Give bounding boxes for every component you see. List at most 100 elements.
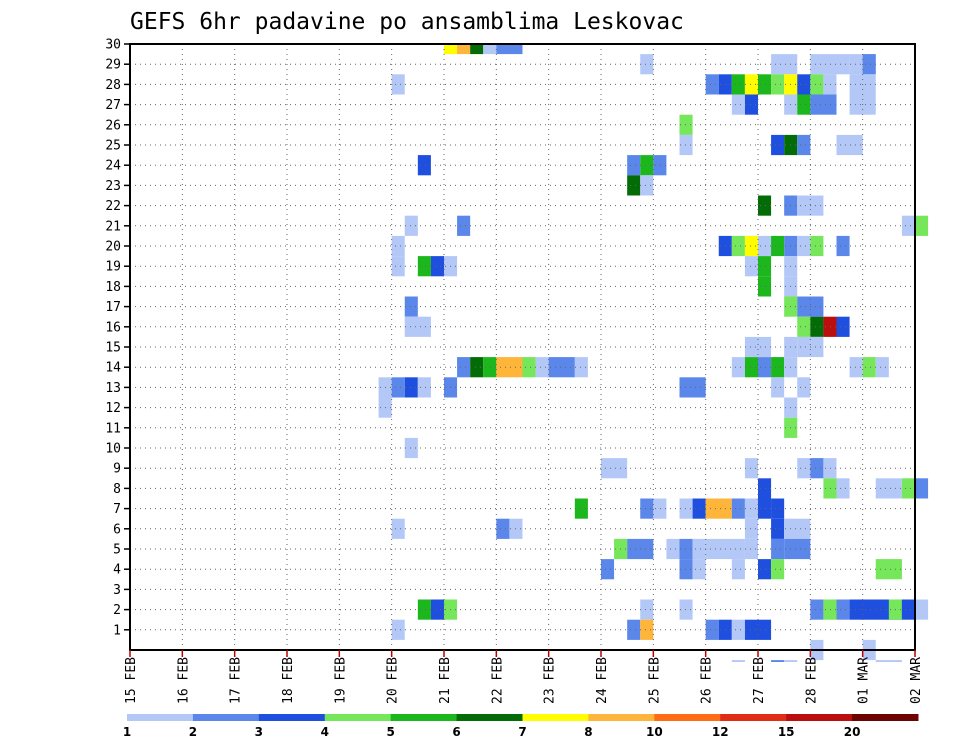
precip-cell (679, 599, 693, 620)
precip-cell (771, 134, 785, 156)
x-tick-label: 23 FEB (543, 657, 558, 704)
precip-cell (758, 256, 772, 277)
colorbar-label: 5 (386, 725, 394, 739)
precip-cell (457, 44, 471, 55)
precip-cell (679, 377, 706, 398)
y-tick-label: 25 (105, 139, 121, 154)
y-tick-label: 1 (113, 623, 121, 638)
y-tick-label: 26 (105, 118, 121, 133)
precip-cell (862, 357, 876, 378)
precip-cell (470, 357, 484, 378)
precip-cell (758, 357, 772, 378)
y-tick-label: 30 (105, 38, 121, 53)
precip-cell (444, 44, 458, 55)
colorbar-label: 8 (584, 725, 592, 739)
y-tick-label: 14 (105, 361, 121, 376)
precip-cell (404, 437, 418, 459)
precip-cell (810, 94, 837, 115)
precip-cell (771, 235, 785, 257)
precip-cell (758, 478, 772, 499)
precip-cell (731, 660, 745, 662)
precip-cell (391, 235, 405, 257)
precip-cell (810, 458, 824, 479)
precip-cell (823, 316, 837, 337)
precip-cell (640, 54, 654, 75)
precip-cell (784, 660, 798, 662)
y-tick-label: 13 (105, 381, 121, 396)
precip-cell (901, 478, 915, 499)
y-tick-label: 11 (105, 421, 121, 436)
precip-cell (731, 559, 745, 580)
precip-cell (692, 559, 706, 580)
precip-cell (744, 357, 758, 378)
precip-cell (391, 74, 405, 95)
colorbar-swatch (324, 714, 392, 721)
precip-cell (797, 316, 811, 337)
y-tick-label: 15 (105, 341, 121, 356)
y-tick-label: 9 (113, 462, 121, 477)
colorbar-label: 12 (712, 725, 729, 739)
precip-cell (640, 498, 654, 519)
precip-cell (574, 357, 588, 378)
precip-cell (836, 316, 850, 337)
precip-cell (797, 458, 811, 479)
precip-cell (548, 357, 575, 378)
y-tick-label: 7 (113, 502, 121, 517)
precip-cell (679, 559, 693, 580)
x-tick-label: 26 FEB (700, 657, 715, 704)
precip-cell (653, 498, 667, 519)
precip-cell (457, 357, 471, 378)
precip-cell (823, 74, 837, 95)
precip-cell (836, 235, 850, 257)
x-tick-label: 19 FEB (333, 657, 348, 704)
y-tick-label: 16 (105, 320, 121, 335)
precip-cell (862, 54, 876, 75)
y-tick-label: 18 (105, 280, 121, 295)
x-tick-label: 22 FEB (490, 657, 505, 704)
precip-cell (784, 538, 811, 560)
precip-cell (731, 357, 745, 378)
y-tick-label: 12 (105, 401, 121, 416)
colorbar-label: 15 (778, 725, 795, 739)
precip-cell (391, 256, 405, 277)
precip-cell (535, 357, 549, 378)
precip-cell (744, 498, 758, 519)
precip-cell (875, 357, 889, 378)
precip-cell (404, 316, 431, 337)
precip-cell (483, 357, 497, 378)
precip-cell (731, 619, 745, 640)
precip-cell (705, 619, 719, 640)
colorbar-swatch (258, 714, 326, 721)
precip-cell (391, 619, 405, 640)
precip-cell (915, 478, 929, 499)
precip-cell (758, 559, 772, 580)
colorbar-swatch (588, 714, 655, 721)
precip-cell (810, 316, 824, 337)
x-tick-label: 02 MAR (909, 657, 924, 704)
x-axis: 15 FEB 16 FEB 17 FEB 18 FEB 19 FEB 20 FEB 21 F… (124, 650, 924, 704)
colorbar-swatch (786, 714, 853, 721)
precip-cell (875, 559, 902, 580)
precip-cell (404, 296, 418, 317)
precip-cell (836, 599, 850, 620)
colorbar-swatch (192, 714, 260, 721)
precip-cell (771, 538, 785, 560)
y-tick-label: 23 (105, 179, 121, 194)
precip-cell (679, 498, 693, 519)
precip-cell (627, 175, 641, 196)
precip-cell (849, 357, 863, 378)
colorbar-label: 20 (844, 725, 861, 739)
x-tick-label: 18 FEB (281, 657, 296, 704)
precip-cell (823, 599, 837, 620)
y-tick-label: 4 (113, 563, 121, 578)
colorbar-swatch (456, 714, 523, 721)
precip-cell (836, 134, 863, 156)
colorbar-label: 7 (518, 725, 526, 739)
colorbar-swatch (127, 714, 194, 721)
precip-cell (758, 195, 772, 216)
colorbar-label: 4 (321, 725, 329, 739)
y-tick-label: 8 (113, 482, 121, 497)
precip-cell (640, 599, 654, 620)
precip-cell (496, 518, 510, 539)
colorbar-swatch (852, 714, 919, 721)
